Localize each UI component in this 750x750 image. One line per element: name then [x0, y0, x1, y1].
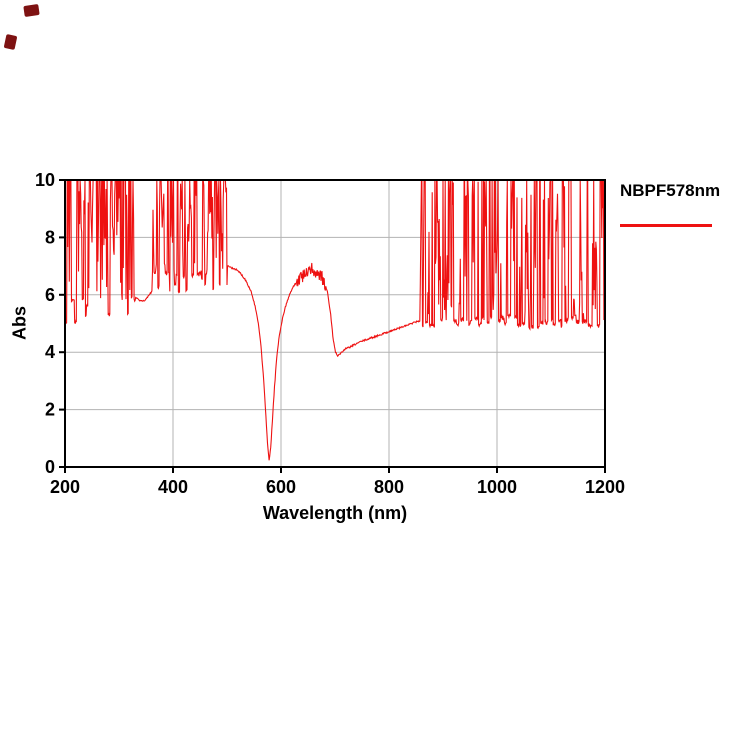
legend-label: NBPF578nm [620, 181, 721, 200]
legend: NBPF578nm [620, 181, 720, 227]
x-tick-label: 1200 [585, 477, 625, 497]
x-tick-label: 400 [158, 477, 188, 497]
y-tick-label: 8 [45, 227, 55, 247]
x-axis-title: Wavelength (nm) [262, 503, 408, 523]
spectrum-line [64, 179, 606, 461]
y-tick-label: 10 [35, 170, 55, 190]
y-tick-label: 2 [45, 400, 55, 420]
x-tick-label: 600 [266, 477, 296, 497]
y-tick-label: 4 [45, 342, 55, 362]
x-tick-label: 200 [50, 477, 80, 497]
y-tick-label: 6 [45, 285, 55, 305]
legend-line-swatch [620, 224, 712, 227]
plot-border [64, 179, 606, 468]
x-tick-label: 1000 [477, 477, 517, 497]
y-tick-label: 0 [45, 457, 55, 477]
y-axis-title: Abs [9, 305, 30, 341]
x-tick-label: 800 [374, 477, 404, 497]
